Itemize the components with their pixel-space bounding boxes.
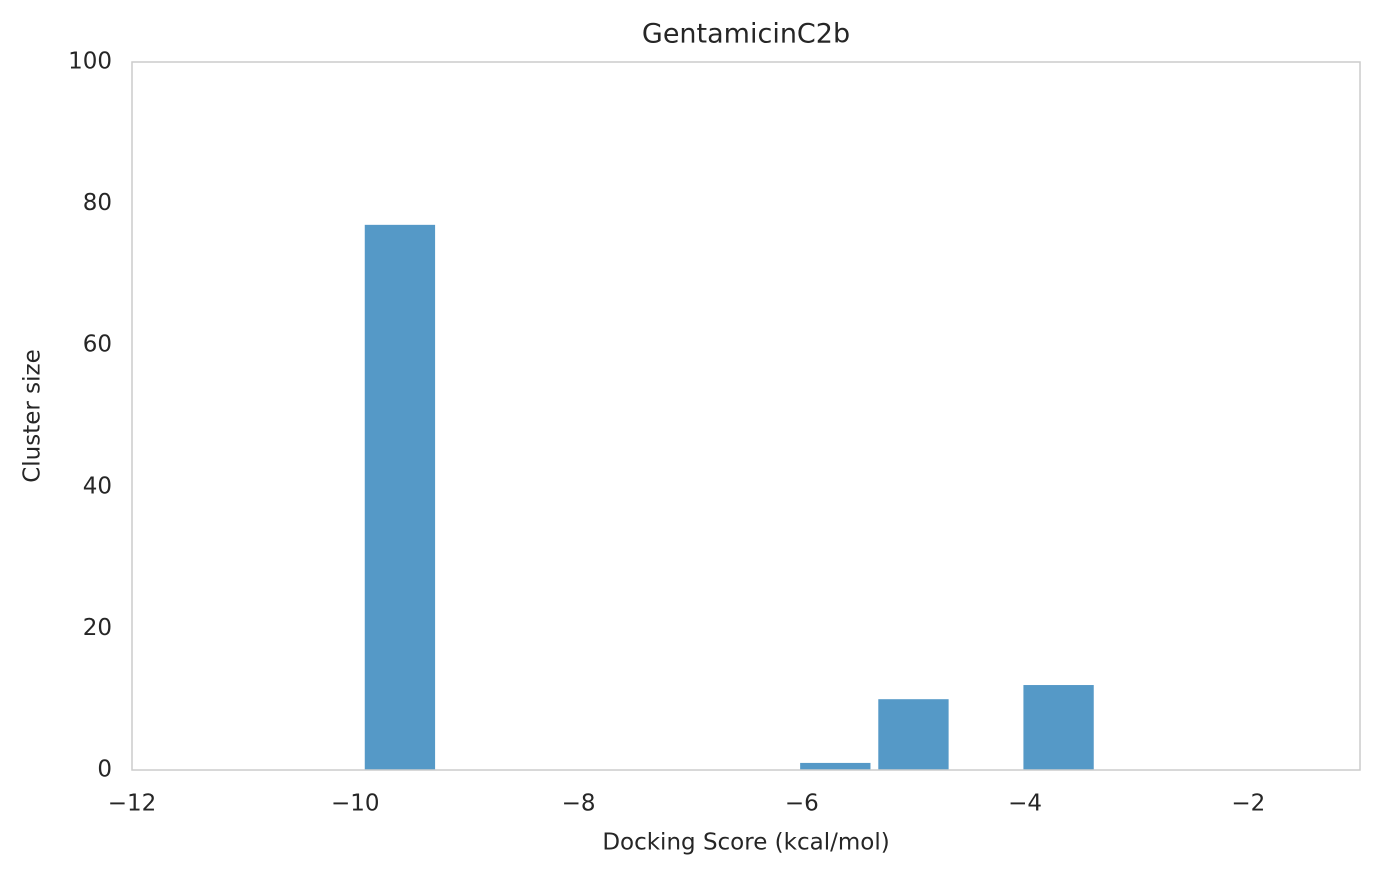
y-tick-label: 20 [83,615,112,641]
plot-frame [131,61,1361,771]
y-axis-label: Cluster size [20,349,46,483]
chart-title: GentamicinC2b [642,19,850,50]
y-tick-label: 40 [83,473,112,499]
bar [364,224,436,771]
bar [1023,685,1094,770]
x-axis-label: Docking Score (kcal/mol) [602,830,889,856]
y-tick-label: 60 [83,332,112,358]
x-tick-label: −12 [108,791,157,817]
y-tick-label: 100 [68,49,112,75]
x-tick-label: −6 [785,791,819,817]
y-tick-label: 80 [83,190,112,216]
bar [878,699,949,770]
y-tick-label: 0 [97,757,112,783]
x-tick-label: −2 [1231,791,1265,817]
x-tick-label: −8 [562,791,596,817]
x-tick-label: −4 [1008,791,1042,817]
x-tick-label: −10 [331,791,380,817]
bar [800,762,871,770]
